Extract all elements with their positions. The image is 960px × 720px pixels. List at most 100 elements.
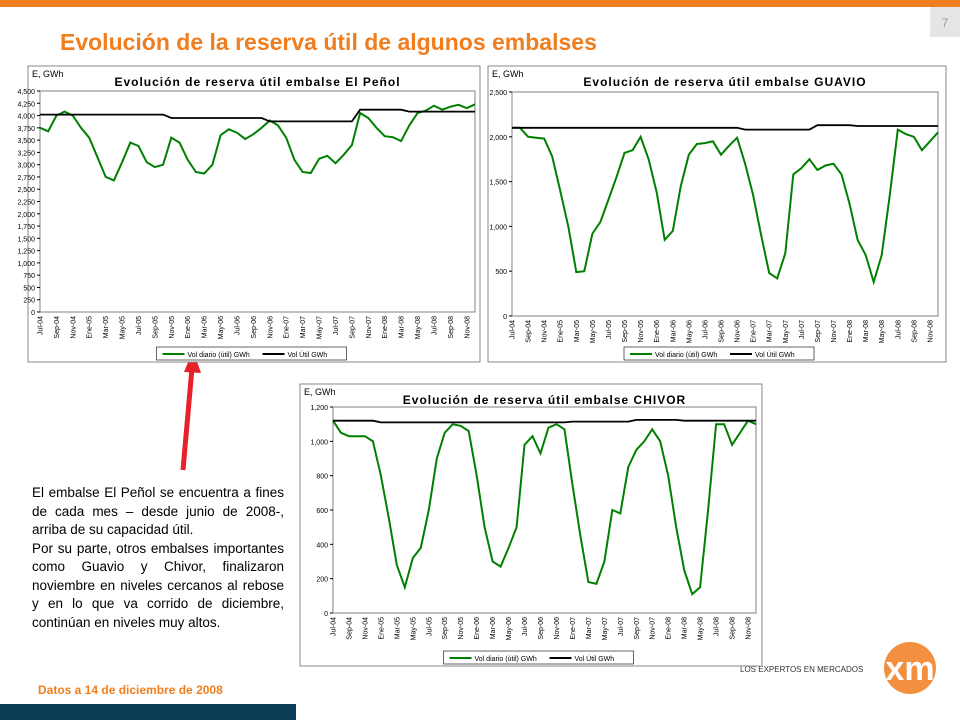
- x-tick-label: Jul-05: [426, 617, 433, 636]
- series-line: [512, 126, 939, 286]
- x-tick-label: Sep-05: [622, 320, 629, 343]
- x-tick-label: Sep-07: [349, 316, 356, 339]
- y-tick-label: 4,500: [17, 89, 35, 96]
- plot-area: [511, 91, 939, 317]
- x-tick-label: Mar-07: [586, 617, 593, 639]
- x-tick-label: Jul-08: [895, 320, 902, 339]
- x-tick-label: Ene-06: [654, 320, 661, 343]
- x-tick-label: Nov-04: [542, 320, 549, 343]
- legend-label: Vol diario (útil) GWh: [188, 352, 250, 359]
- plot-area: [39, 90, 476, 313]
- x-tick-label: May-08: [698, 617, 705, 640]
- y-tick-label: 1,250: [17, 249, 35, 256]
- x-tick-label: Jul-04: [38, 316, 45, 335]
- legend-label: Vol Útil GWh: [288, 350, 328, 359]
- x-tick-label: May-06: [686, 320, 693, 343]
- y-tick-label: 2,250: [17, 200, 35, 207]
- y-tick-label: 250: [23, 298, 35, 305]
- x-tick-label: Nov-06: [267, 316, 274, 339]
- x-tick-label: Mar-05: [394, 617, 401, 639]
- x-tick-label: Sep-05: [442, 617, 449, 640]
- legend-label: Vol diario (útil) GWh: [475, 656, 537, 663]
- legend-label: Vol Útil GWh: [755, 350, 795, 359]
- y-tick-label: 2,750: [17, 175, 35, 182]
- y-tick-label: 1,500: [17, 236, 35, 243]
- y-tick-label: 3,500: [17, 138, 35, 145]
- x-tick-label: Nov-06: [735, 320, 742, 343]
- y-tick-label: 1,200: [310, 405, 328, 412]
- paragraph-block: El embalse El Peñol se encuentra a fines…: [32, 484, 284, 632]
- y-axis-label: E, GWh: [304, 387, 336, 397]
- legend-box: [623, 346, 815, 361]
- x-tick-label: Ene-05: [87, 316, 94, 339]
- x-tick-label: Nov-07: [650, 617, 657, 640]
- slide-title: Evolución de la reserva útil de algunos …: [60, 29, 597, 55]
- footnote: Datos a 14 de diciembre de 2008: [38, 683, 223, 697]
- x-tick-label: Mar-06: [670, 320, 677, 342]
- x-tick-label: May-08: [415, 316, 422, 339]
- top-bar: [0, 0, 960, 7]
- x-tick-label: Nov-08: [927, 320, 934, 343]
- chart-title: Evolución de reserva útil embalse CHIVOR: [403, 393, 686, 407]
- y-axis-label: E, GWh: [32, 69, 64, 79]
- x-tick-label: Sep-05: [152, 316, 159, 339]
- chart-title: Evolución de reserva útil embalse GUAVIO: [583, 75, 866, 89]
- x-tick-label: May-07: [783, 320, 790, 343]
- x-tick-label: Ene-07: [284, 316, 291, 339]
- y-tick-label: 750: [23, 273, 35, 280]
- x-tick-label: Ene-07: [751, 320, 758, 343]
- y-tick-label: 800: [316, 474, 328, 481]
- x-tick-label: Ene-08: [847, 320, 854, 343]
- x-tick-label: Jul-06: [522, 617, 529, 636]
- series-line: [40, 108, 475, 123]
- x-tick-label: Ene-06: [474, 617, 481, 640]
- y-axis-label: E, GWh: [492, 69, 524, 79]
- x-tick-label: Sep-06: [538, 617, 545, 640]
- x-tick-label: Mar-05: [103, 316, 110, 338]
- x-tick-label: May-07: [317, 316, 324, 339]
- x-tick-label: Nov-08: [746, 617, 753, 640]
- x-tick-label: Nov-07: [831, 320, 838, 343]
- x-tick-label: Jul-07: [333, 316, 340, 335]
- x-tick-label: Nov-05: [638, 320, 645, 343]
- y-tick-label: 200: [316, 577, 328, 584]
- x-tick-label: Ene-07: [570, 617, 577, 640]
- paragraph: Por su parte, otros embalses importantes…: [32, 540, 284, 630]
- x-tick-label: Ene-08: [666, 617, 673, 640]
- x-tick-label: Mar-08: [863, 320, 870, 342]
- y-tick-label: 4,000: [17, 114, 35, 121]
- y-tick-label: 2,500: [17, 187, 35, 194]
- arrow: [180, 367, 195, 471]
- y-tick-label: 500: [495, 269, 507, 276]
- bottom-bar: [0, 704, 296, 720]
- y-tick-label: 400: [316, 542, 328, 549]
- x-tick-label: Nov-05: [169, 316, 176, 339]
- y-tick-label: 3,250: [17, 150, 35, 157]
- x-tick-label: Sep-08: [911, 320, 918, 343]
- x-tick-label: Nov-06: [554, 617, 561, 640]
- x-tick-label: Sep-04: [346, 617, 353, 640]
- x-tick-label: Jul-07: [799, 320, 806, 339]
- x-tick-label: May-05: [590, 320, 597, 343]
- logo-mark: [884, 642, 936, 694]
- paragraph: El embalse El Peñol se encuentra a fines…: [32, 485, 284, 537]
- y-tick-label: 3,000: [17, 163, 35, 170]
- logo-name: xm: [885, 650, 934, 688]
- x-tick-label: May-08: [879, 320, 886, 343]
- x-tick-label: Mar-06: [202, 316, 209, 338]
- y-tick-label: 0: [324, 611, 328, 618]
- series-line: [332, 419, 757, 596]
- x-tick-label: Ene-08: [382, 316, 389, 339]
- y-tick-label: 4,250: [17, 101, 35, 108]
- legend-box: [156, 346, 347, 361]
- x-tick-label: Sep-04: [54, 316, 61, 339]
- legend-label: Vol Útil GWh: [575, 654, 615, 663]
- series-line: [512, 124, 938, 131]
- y-tick-label: 1,500: [489, 180, 507, 187]
- x-tick-label: Sep-07: [634, 617, 641, 640]
- x-tick-label: Mar-05: [574, 320, 581, 342]
- x-tick-label: Mar-06: [490, 617, 497, 639]
- x-tick-label: Sep-06: [718, 320, 725, 343]
